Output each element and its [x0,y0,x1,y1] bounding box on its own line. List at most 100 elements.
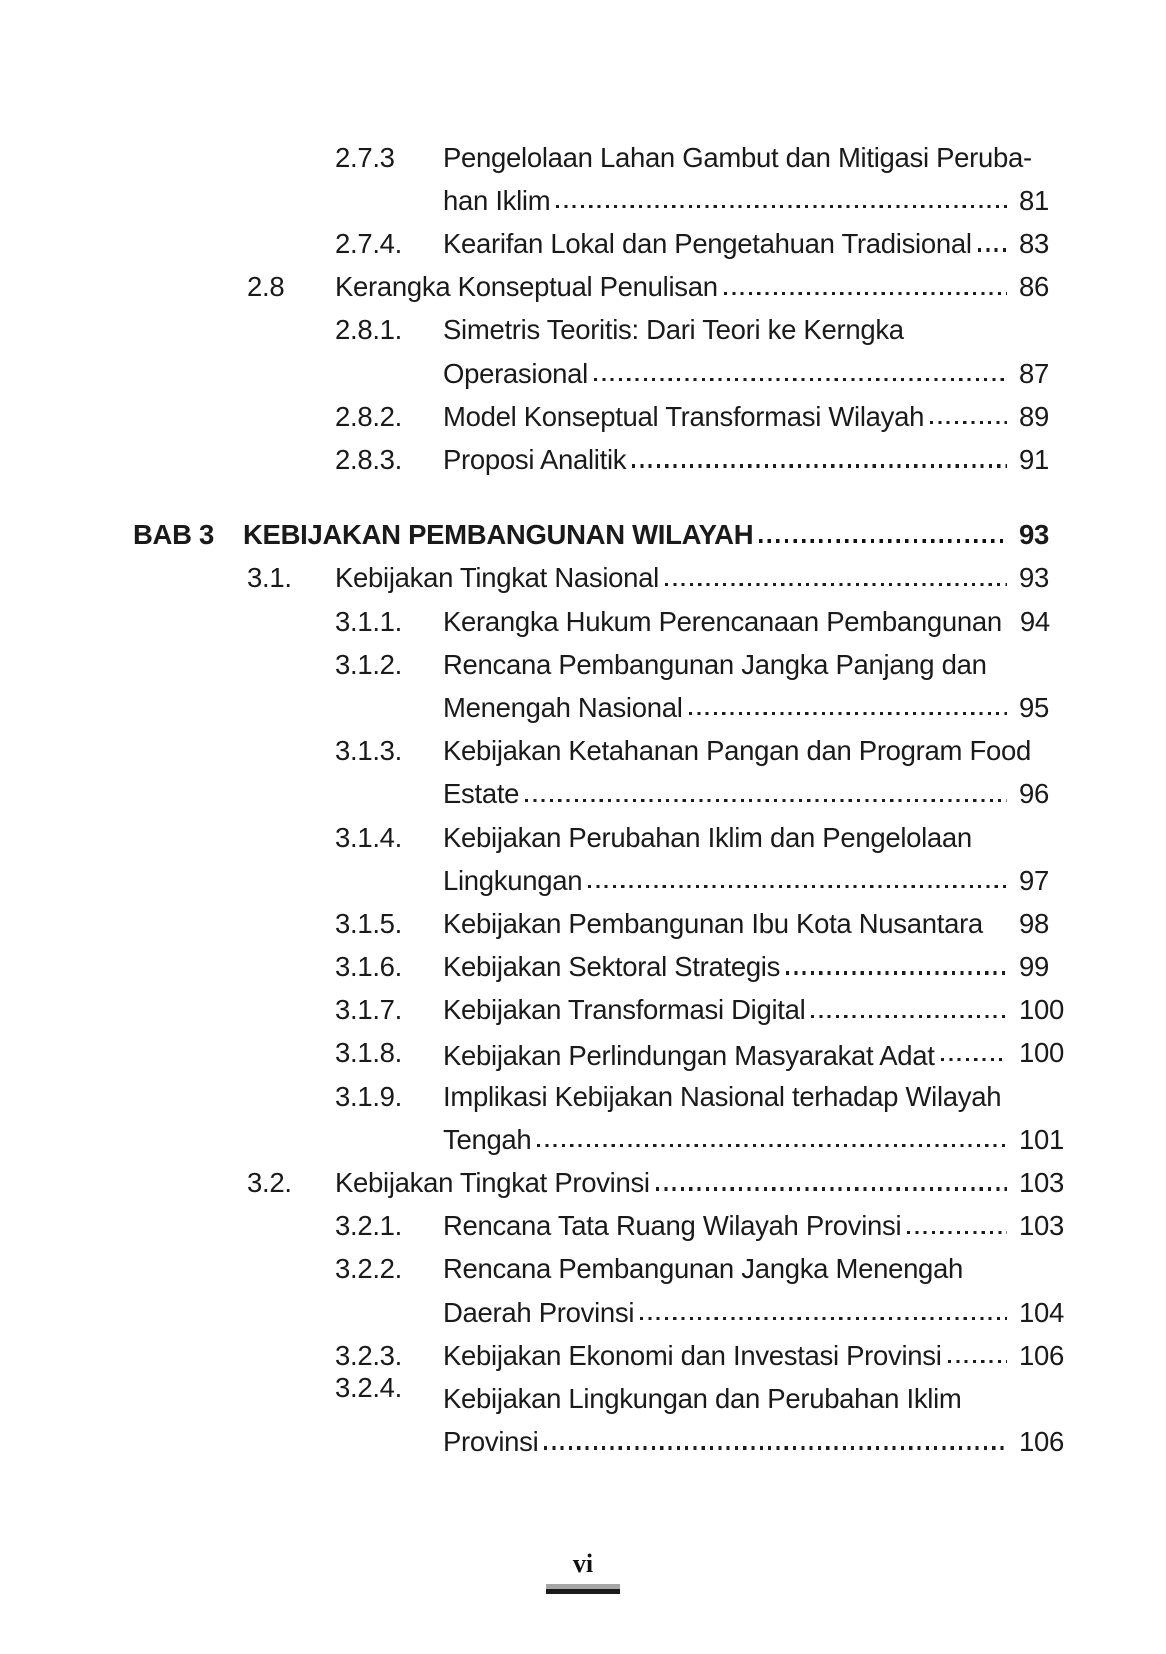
toc-page-number: 87 [1019,357,1049,389]
toc-page-number: 81 [1019,184,1049,216]
dot-leader [593,377,1007,382]
toc-entry-line: Operasional 87 [0,354,1166,397]
toc-page-number: 95 [1019,691,1049,723]
toc-entry-line: 3.1. Kebijakan Tingkat Nasional 93 [0,559,1166,602]
footer-rule-top [546,1584,620,1589]
toc-entry-title: Kebijakan Perubahan Iklim dan Pengelolaa… [443,821,972,853]
dot-leader [556,205,1007,209]
toc-entry-number: 2.8.3. [335,444,403,475]
toc-entry-number: 3.1.5. [335,907,403,939]
toc-entry-line: Daerah Provinsi 104 [0,1293,1166,1336]
toc-entry-title: Rencana Pembangunan Jangka Panjang dan [443,648,987,680]
toc-entry-title: Simetris Teoritis: Dari Teori ke Kerngka [443,314,904,346]
dot-leader [688,712,1007,716]
toc-entry-line: 2.8.3. Proposi Analitik 91 [0,440,1166,483]
toc-page-number: 99 [1019,951,1049,983]
toc-entry-line: Lingkungan 97 [0,861,1166,904]
footer-rule-bottom [546,1589,620,1594]
toc-entry-line: 2.7.3 Pengelolaan Lahan Gambut dan Mitiga… [0,138,1166,181]
toc-entry-line: 3.1.1. Kerangka Hukum Perencanaan Pembang… [0,602,1166,645]
toc-entry-title: Rencana Tata Ruang Wilayah Provinsi [443,1210,902,1242]
toc-page-number: 93 [1019,519,1049,551]
dot-leader [723,291,1007,295]
toc-entry-number: 3.1.8. [335,1037,403,1069]
footer-page-number: vi [572,1549,594,1578]
toc-entry-number: 3.1.1. [335,605,403,637]
toc-entry-line: 3.2.4. Kebijakan Lingkungan dan Perubahan… [0,1374,1166,1422]
dot-leader [525,798,1007,802]
dot-leader [907,1230,1007,1234]
toc-entry-title: Kebijakan Pembangunan Ibu Kota Nusantara [443,907,983,939]
toc-entry-number: 2.7.4. [335,228,403,260]
toc-page-number: 100 [1019,1037,1064,1069]
toc-entry-line: han Iklim 81 [0,181,1166,224]
toc-entry-title: Operasional [443,357,588,389]
toc-page-number: 106 [1019,1339,1064,1371]
toc-page-number: 98 [1019,907,1049,939]
toc-entry-line: 2.7.4. Kearifan Lokal dan Pengetahuan Tra… [0,224,1166,267]
toc-entry-title: han Iklim [443,184,551,216]
toc-page-number: 100 [1019,994,1064,1026]
dot-leader [759,538,1007,543]
toc-page-number: 101 [1019,1123,1064,1155]
toc-page-number: 94 [1019,605,1050,637]
toc-entry-title: Kebijakan Sektoral Strategis [443,951,781,983]
dot-leader [977,248,1007,252]
toc-entry-line: 3.1.4. Kebijakan Perubahan Iklim dan Peng… [0,818,1166,861]
toc-page-number: 83 [1019,228,1049,260]
toc-entry-line: 3.1.3. Kebijakan Ketahanan Pangan dan Pro… [0,731,1166,774]
toc-entry-line: 3.2.2. Rencana Pembangunan Jangka Menenga… [0,1250,1166,1293]
toc-entry-title: Kerangka Konseptual Penulisan [335,271,718,303]
toc-entry-number: 2.7.3 [335,141,395,173]
toc-entry-line: 2.8 Kerangka Konseptual Penulisan 86 [0,268,1166,311]
toc-page-number: 89 [1019,400,1049,432]
toc-entry-line: 3.1.8. Kebijakan Perlindungan Masyarakat … [0,1034,1166,1077]
dot-leader [930,421,1007,425]
toc-entry-line: Provinsi 106 [0,1422,1166,1465]
dot-leader [640,1316,1007,1321]
toc-entry-number: 3.1.4. [335,821,403,853]
toc-page-number: 104 [1019,1296,1064,1328]
toc-page-number: 86 [1019,271,1049,303]
toc-entry-line: 3.1.9. Implikasi Kebijakan Nasional terha… [0,1077,1166,1120]
footer-rule [546,1584,620,1594]
toc-entry-line: 2.8.2. Model Konseptual Transformasi Wila… [0,397,1166,440]
toc-entry-title: Kebijakan Ekonomi dan Investasi Provinsi [443,1339,942,1371]
toc-entry-number: 3.2.3. [335,1339,403,1371]
toc-entry-number: 3.1.2. [335,648,403,680]
toc-entry-number: 3.1.3. [335,735,403,767]
toc-entry-title: Implikasi Kebijakan Nasional terhadap Wi… [443,1080,1002,1112]
toc-entry-number: 2.8.1. [335,314,403,346]
toc-entry-title: Kerangka Hukum Perencanaan Pembangunan [443,605,1002,637]
toc-entry-title: Proposi Analitik [443,444,627,475]
toc-page-number: 97 [1019,864,1049,896]
toc-page-number: 103 [1019,1210,1064,1242]
toc-entry-line: 3.1.5. Kebijakan Pembangunan Ibu Kota Nus… [0,904,1166,947]
toc-entry-number: 3.2. [247,1167,292,1198]
toc-entry-line: 3.1.6. Kebijakan Sektoral Strategis 99 [0,947,1166,990]
toc-entry-title: Lingkungan [443,864,583,896]
toc-entry-number: BAB 3 [133,519,215,551]
toc-entry-title: Provinsi [443,1426,539,1458]
dot-leader [940,1057,1007,1061]
leader-spacer [989,928,1007,931]
toc-entry-title: KEBIJAKAN PEMBANGUNAN WILAYAH [243,519,754,551]
dot-leader [537,1144,1007,1148]
toc-entry-number: 3.1.6. [335,951,403,983]
toc-entry-line: 3.2. Kebijakan Tingkat Provinsi 103 [0,1163,1166,1206]
toc-entry-title: Tengah [443,1123,532,1155]
toc-entry-number: 3.2.4. [335,1371,403,1403]
toc-entry-title: Rencana Pembangunan Jangka Menengah [443,1253,964,1285]
toc-entry-line: 3.1.7. Kebijakan Transformasi Digital 100 [0,991,1166,1034]
toc-entry-line: Tengah 101 [0,1120,1166,1163]
dot-leader [786,971,1007,975]
toc-entry-title: Kebijakan Tingkat Nasional [335,562,659,594]
toc-entry-line: 3.1.2. Rencana Pembangunan Jangka Panjang… [0,645,1166,688]
toc-entry-number: 3.1. [247,562,292,594]
dot-leader [544,1446,1007,1450]
dot-leader [947,1360,1007,1364]
toc-page-number: 103 [1019,1167,1064,1198]
toc-entry-title: Kebijakan Ketahanan Pangan dan Program F… [443,735,1031,767]
toc-page-number: 106 [1019,1426,1064,1458]
